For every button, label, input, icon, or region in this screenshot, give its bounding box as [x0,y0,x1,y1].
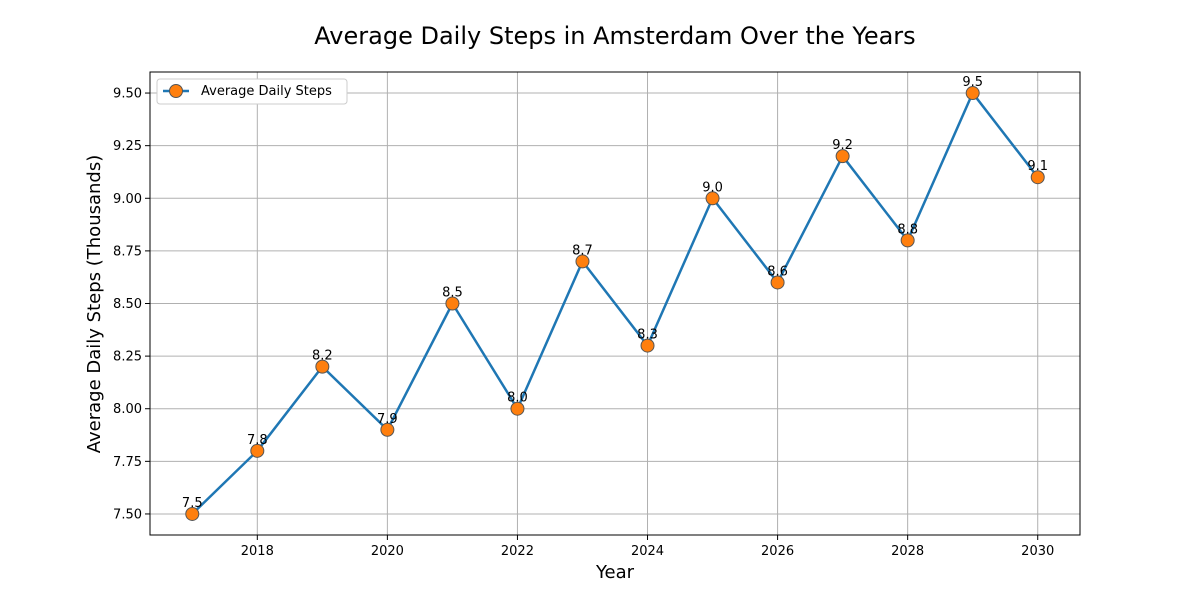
series-layer [185,86,1045,521]
data-point [900,233,915,248]
data-point [380,422,395,437]
data-label: 9.1 [1027,159,1048,174]
legend: Average Daily Steps [156,78,348,105]
y-tick-label: 9.25 [113,139,142,154]
y-tick-label: 8.25 [113,350,142,365]
y-tick-label: 8.75 [113,244,142,259]
data-labels: 7.5 7.8 8.2 7.9 8.5 8.0 8.7 8.3 9.0 8.6 9.2 8.8 9.5 9… [182,75,1048,511]
data-point [250,443,265,458]
data-point [315,359,330,374]
y-tick-label: 9.00 [113,192,142,207]
data-point [705,191,720,206]
data-label: 8.3 [637,328,658,343]
data-label: 8.8 [897,222,918,237]
data-point [1030,170,1045,185]
data-point [835,149,850,164]
x-tick-label: 2026 [761,544,794,559]
y-tick-label: 7.75 [113,455,142,470]
y-tick-label: 7.50 [113,507,142,522]
data-label: 7.9 [377,412,398,427]
y-tick-label: 8.50 [113,297,142,312]
x-tick-label: 2018 [241,544,274,559]
data-point [510,401,525,416]
data-point [770,275,785,290]
data-point [445,296,460,311]
data-label: 8.6 [767,264,788,279]
tick-marks: 2018 2020 2022 2024 2026 2028 2030 7.50 7.75 8.00… [113,87,1054,559]
data-point [965,86,980,101]
data-label: 8.0 [507,391,528,406]
series-line [191,91,1039,516]
y-tick-label: 9.50 [113,87,142,102]
data-point [575,254,590,269]
x-tick-label: 2020 [371,544,404,559]
y-tick-label: 8.00 [113,402,142,417]
data-label: 9.5 [962,75,983,90]
data-label: 7.8 [247,433,268,448]
y-axis-label: Average Daily Steps (Thousands) [84,155,105,453]
data-point [640,338,655,353]
x-tick-label: 2030 [1021,544,1054,559]
data-label: 8.7 [572,243,593,258]
legend-box [156,78,348,105]
legend-marker-swatch [169,84,183,98]
chart-title: Average Daily Steps in Amsterdam Over th… [314,22,915,50]
data-point [185,506,200,521]
legend-label: Average Daily Steps [201,84,332,99]
x-tick-label: 2024 [631,544,664,559]
data-label: 9.0 [702,180,723,195]
x-axis-label: Year [595,562,635,583]
data-label: 9.2 [832,138,853,153]
data-label: 8.5 [442,286,463,301]
data-label: 8.2 [312,349,333,364]
data-label: 7.5 [182,496,203,511]
x-tick-label: 2028 [891,544,924,559]
x-tick-label: 2022 [501,544,534,559]
